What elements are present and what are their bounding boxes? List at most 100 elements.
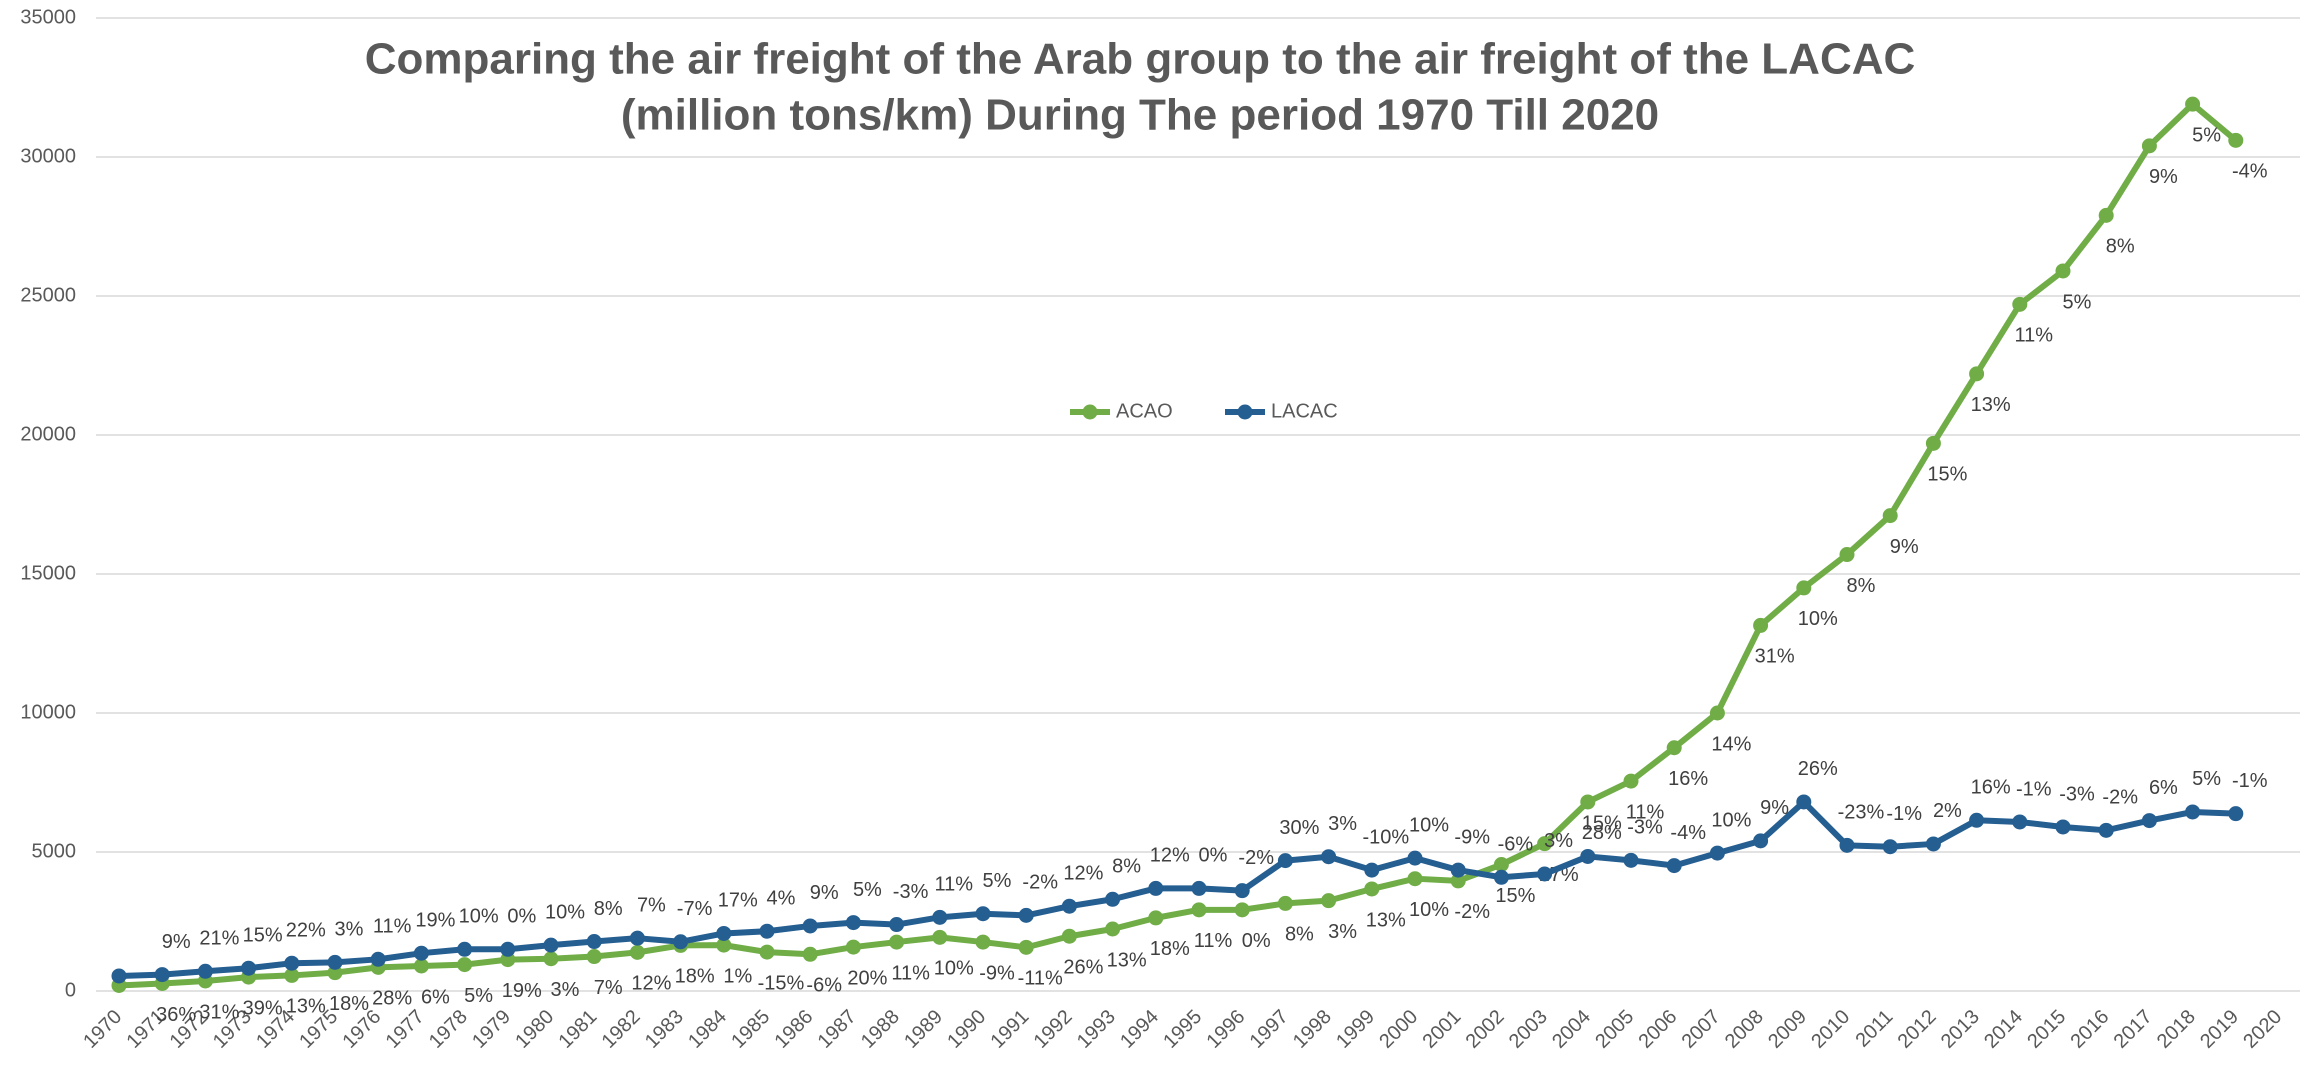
data-point: [284, 967, 300, 983]
data-point: [457, 941, 473, 957]
y-tick-label: 5000: [32, 840, 77, 862]
data-label: 10%: [1409, 814, 1449, 836]
data-label: 0%: [1199, 845, 1228, 867]
data-label: 3%: [1544, 830, 1573, 852]
x-tick-label: 1992: [1030, 1006, 1077, 1053]
data-label: 5%: [2192, 768, 2221, 790]
data-label: 19%: [502, 980, 542, 1002]
data-point: [1234, 883, 1250, 899]
data-label: 7%: [637, 894, 666, 916]
data-point: [1580, 848, 1596, 864]
data-label: 17%: [718, 890, 758, 912]
data-label: 18%: [329, 993, 369, 1015]
x-tick-label: 1989: [900, 1006, 947, 1053]
data-point: [586, 949, 602, 965]
data-point: [1537, 866, 1553, 882]
data-label: -1%: [1886, 803, 1922, 825]
data-point: [1364, 881, 1380, 897]
data-label: 13%: [1971, 394, 2011, 416]
x-tick-label: 2014: [1980, 1006, 2027, 1053]
x-tick-label: 1980: [511, 1006, 558, 1053]
data-point: [889, 917, 905, 933]
data-label: -6%: [1498, 834, 1534, 856]
data-point: [802, 946, 818, 962]
data-label: 13%: [286, 996, 326, 1018]
x-tick-label: 2011: [1851, 1006, 1897, 1052]
data-label: -15%: [758, 972, 805, 994]
data-point: [1407, 850, 1423, 866]
data-label: 18%: [675, 966, 715, 988]
data-point: [413, 945, 429, 961]
data-label: 6%: [421, 986, 450, 1008]
data-label: 8%: [2106, 236, 2135, 258]
data-point: [716, 925, 732, 941]
data-point: [1969, 366, 1985, 382]
data-label: 15%: [1495, 885, 1535, 907]
data-label: -4%: [1670, 822, 1706, 844]
data-point: [2055, 819, 2071, 835]
data-label: 11%: [373, 916, 412, 938]
x-tick-label: 2016: [2066, 1006, 2113, 1053]
data-label: 0%: [507, 906, 536, 928]
x-tick-label: 1994: [1116, 1006, 1163, 1053]
x-tick-label: 1995: [1159, 1006, 1206, 1053]
data-label: 10%: [1711, 809, 1751, 831]
data-point: [629, 930, 645, 946]
y-tick-label: 35000: [20, 6, 76, 28]
data-point: [1925, 836, 1941, 852]
data-label: 1%: [723, 965, 752, 987]
data-point: [932, 909, 948, 925]
data-label: 7%: [594, 977, 623, 999]
data-label: 36%: [156, 1004, 196, 1026]
data-label: 11%: [1626, 801, 1665, 823]
data-label: 5%: [2063, 291, 2092, 313]
x-tick-label: 2002: [1462, 1006, 1509, 1053]
x-tick-label: 1998: [1289, 1006, 1336, 1053]
x-tick-label: 2017: [2110, 1006, 2157, 1053]
data-label: 9%: [2149, 166, 2178, 188]
data-label: 13%: [1107, 949, 1147, 971]
data-point: [1796, 794, 1812, 810]
data-label: 8%: [1112, 856, 1141, 878]
x-tick-label: 1987: [814, 1006, 861, 1053]
data-point: [759, 923, 775, 939]
y-tick-label: 25000: [20, 284, 76, 306]
data-label: -9%: [979, 962, 1015, 984]
data-label: 5%: [853, 879, 882, 901]
legend-marker: [1082, 404, 1098, 420]
data-label: -3%: [2059, 783, 2095, 805]
data-point: [111, 968, 127, 984]
data-label: 10%: [459, 906, 499, 928]
data-point: [1191, 880, 1207, 896]
data-point: [2141, 138, 2157, 154]
data-point: [1018, 907, 1034, 923]
data-point: [1321, 893, 1337, 909]
data-label: -1%: [2016, 778, 2052, 800]
x-tick-label: 2019: [2196, 1006, 2243, 1053]
x-tick-label: 1990: [943, 1006, 990, 1053]
data-label: -4%: [2232, 161, 2268, 183]
x-tick-label: 1985: [727, 1006, 774, 1053]
x-tick-label: 2010: [1807, 1006, 1854, 1053]
data-point: [1277, 895, 1293, 911]
data-point: [889, 934, 905, 950]
data-label: -11%: [1018, 968, 1063, 990]
data-label: 9%: [1890, 536, 1919, 558]
data-point: [2185, 96, 2201, 112]
data-point: [586, 934, 602, 950]
data-label: 5%: [983, 870, 1012, 892]
x-tick-label: 1981: [554, 1006, 601, 1053]
data-label: -3%: [893, 881, 929, 903]
data-label: 6%: [2149, 777, 2178, 799]
x-tick-label: 2020: [2239, 1006, 2286, 1053]
data-label: 13%: [1366, 909, 1406, 931]
data-point: [1882, 839, 1898, 855]
x-tick-label: 2005: [1591, 1006, 1638, 1053]
data-label: 4%: [767, 888, 796, 910]
data-label: -23%: [1838, 802, 1885, 824]
data-point: [1105, 921, 1121, 937]
data-point: [1450, 873, 1466, 889]
data-point: [1407, 871, 1423, 887]
data-point: [2098, 207, 2114, 223]
data-label: -6%: [806, 975, 842, 997]
